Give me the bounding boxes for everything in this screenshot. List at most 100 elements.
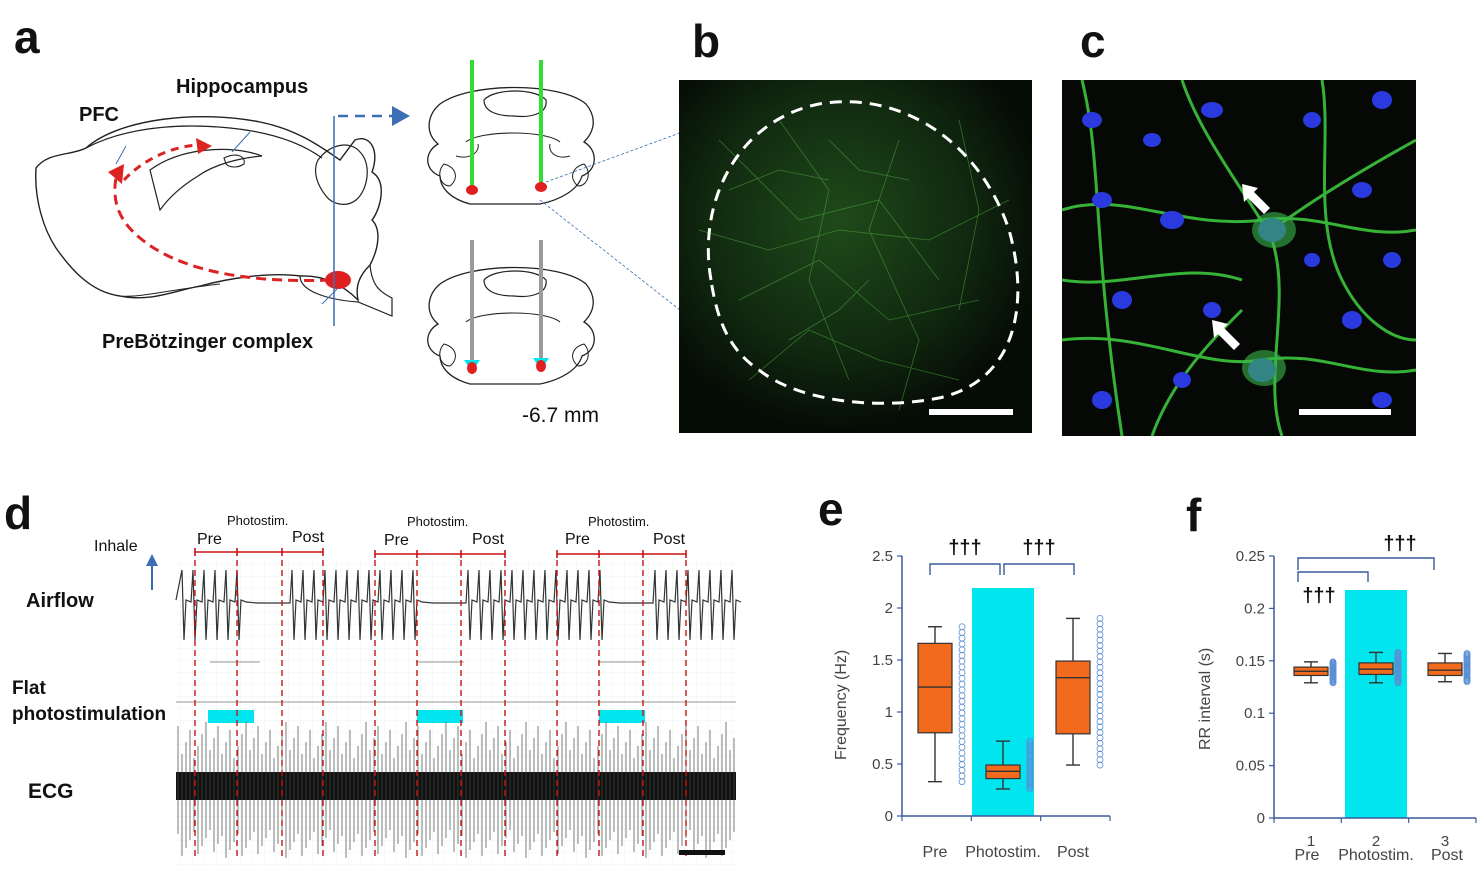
data-point bbox=[958, 652, 966, 659]
pfc-label: PFC bbox=[79, 104, 119, 126]
y-tick-label: 0 bbox=[1257, 810, 1265, 827]
x-category-label: Post bbox=[1057, 844, 1090, 861]
hippocampus-label: Hippocampus bbox=[176, 76, 309, 98]
data-point bbox=[1096, 718, 1104, 725]
panel-label-f: f bbox=[1186, 489, 1202, 541]
data-point bbox=[958, 623, 966, 631]
data-point bbox=[958, 778, 966, 786]
f-ylabel: RR interval (s) bbox=[1197, 648, 1214, 750]
labeled-neuron-1 bbox=[1252, 212, 1296, 248]
significance-bracket bbox=[1297, 571, 1369, 582]
x-category-label: Photostim. bbox=[965, 844, 1041, 861]
e-ylabel: Frequency (Hz) bbox=[833, 650, 850, 760]
panel-c-micrograph bbox=[1062, 80, 1416, 436]
data-point bbox=[1026, 743, 1034, 750]
data-point bbox=[958, 680, 966, 688]
depth-label: -6.7 mm bbox=[522, 404, 600, 427]
data-point bbox=[958, 669, 966, 677]
data-point bbox=[1096, 663, 1104, 671]
y-tick-label: 0 bbox=[885, 808, 893, 825]
y-tick-label: 0.25 bbox=[1236, 548, 1265, 565]
data-point bbox=[1026, 783, 1034, 791]
data-point bbox=[1026, 762, 1034, 770]
y-tick-label: 1.5 bbox=[872, 652, 893, 669]
pathway-arrowhead-pfc bbox=[108, 164, 124, 184]
region-outline bbox=[706, 100, 1020, 405]
box bbox=[917, 642, 953, 734]
y-tick-label: 1 bbox=[885, 704, 893, 721]
photostim-pulse bbox=[599, 710, 645, 723]
labeled-neuron-2 bbox=[1242, 350, 1286, 386]
significance-marker: ††† bbox=[1383, 533, 1416, 555]
data-point bbox=[1026, 757, 1034, 765]
data-point bbox=[958, 697, 966, 705]
pathway-to-hippocampus bbox=[122, 143, 209, 182]
box bbox=[1055, 660, 1091, 735]
arrow-icon bbox=[1242, 184, 1270, 214]
data-point bbox=[958, 726, 966, 734]
data-point bbox=[1026, 780, 1034, 788]
data-point bbox=[1026, 782, 1034, 789]
airflow-label: Airflow bbox=[26, 590, 94, 612]
data-point bbox=[958, 732, 966, 740]
data-point bbox=[1096, 615, 1104, 622]
data-point bbox=[1096, 696, 1104, 704]
optic-fiber-right bbox=[539, 60, 543, 188]
data-point bbox=[1026, 764, 1034, 772]
data-point bbox=[1026, 769, 1034, 777]
data-point bbox=[1096, 674, 1104, 682]
data-point bbox=[1026, 748, 1034, 756]
data-point bbox=[1026, 774, 1034, 782]
data-point bbox=[1026, 766, 1034, 773]
y-tick-label: 0.1 bbox=[1244, 705, 1265, 722]
pathway-arrowhead-hippocampus bbox=[196, 138, 212, 154]
prebotzinger-label: PreBötzinger complex bbox=[102, 331, 314, 353]
data-point bbox=[958, 738, 966, 745]
data-point bbox=[1096, 636, 1104, 644]
data-point bbox=[1096, 669, 1104, 677]
data-point bbox=[958, 743, 966, 751]
airflow-trace bbox=[175, 569, 742, 641]
photostim-pulse bbox=[417, 710, 463, 723]
data-point bbox=[958, 663, 966, 671]
coronal-section-control bbox=[427, 240, 595, 385]
data-point bbox=[1329, 678, 1337, 686]
block1-post-label: Post bbox=[292, 529, 325, 546]
significance-marker: ††† bbox=[1302, 585, 1335, 607]
y-tick-label: 2.5 bbox=[872, 548, 893, 565]
data-point bbox=[1096, 729, 1104, 736]
data-point bbox=[958, 766, 966, 774]
x-category-label: Post bbox=[1431, 847, 1464, 864]
significance-bracket bbox=[1003, 563, 1075, 575]
data-point bbox=[1026, 746, 1034, 754]
data-point bbox=[1096, 631, 1104, 639]
data-point bbox=[1096, 620, 1104, 628]
data-point bbox=[1026, 773, 1034, 780]
data-point bbox=[1096, 625, 1104, 633]
data-point bbox=[958, 657, 966, 665]
data-point bbox=[958, 640, 966, 648]
block3-pre-label: Pre bbox=[565, 531, 590, 548]
data-point bbox=[1026, 760, 1034, 768]
data-point bbox=[1096, 653, 1104, 660]
x-tick-number: 1 bbox=[1307, 833, 1315, 850]
panel-a-schematic bbox=[35, 60, 680, 385]
data-point bbox=[1096, 642, 1104, 649]
data-point bbox=[1096, 680, 1104, 687]
ecg-band bbox=[176, 772, 736, 800]
data-point bbox=[1096, 712, 1104, 720]
optic-fiber-left bbox=[470, 60, 474, 188]
block3-post-label: Post bbox=[653, 531, 686, 548]
cortex-fold bbox=[85, 125, 323, 159]
flat-label-line1: Flat bbox=[12, 678, 46, 699]
data-point bbox=[1096, 691, 1104, 698]
data-point bbox=[958, 709, 966, 717]
block1-photostim-label: Photostim. bbox=[227, 513, 289, 528]
block1-pre-label: Pre bbox=[197, 531, 222, 548]
data-point bbox=[1096, 707, 1104, 715]
base-line bbox=[119, 283, 221, 297]
block2-pre-label: Pre bbox=[384, 532, 409, 549]
significance-bracket bbox=[929, 563, 1001, 575]
hippocampus-shape bbox=[149, 148, 263, 212]
